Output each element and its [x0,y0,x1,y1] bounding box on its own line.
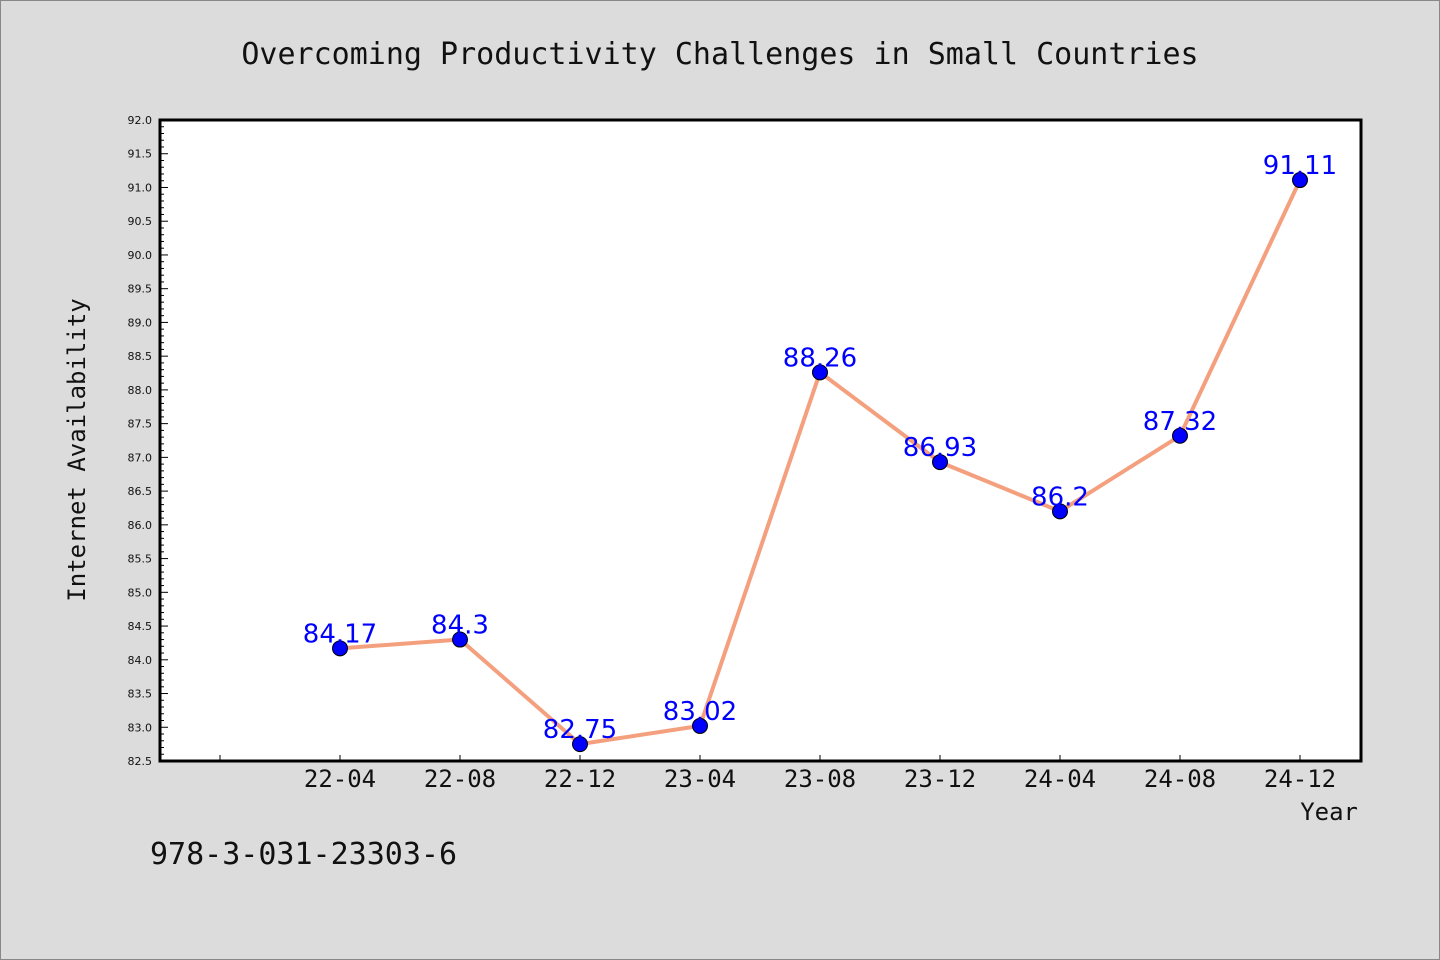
y-tick-label: 90.5 [128,215,153,228]
y-axis: 82.5 83.0 83.5 84.0 84.5 85.0 85.5 86.0 86.5 87.0… [128,114,168,768]
data-point [452,631,468,648]
chart-title: Overcoming Productivity Challenges in Sm… [241,37,1198,72]
data-label: 88.26 [783,343,857,373]
y-tick-label: 82.5 [128,755,153,768]
data-point [1052,503,1068,520]
data-point [332,640,348,657]
y-tick-label: 85.5 [128,553,153,566]
x-tick-label: 22-04 [304,765,376,793]
y-tick-label: 90.0 [128,249,153,262]
x-tick-label: 23-12 [904,765,976,793]
data-label: 86.93 [903,433,977,463]
y-tick-label: 83.0 [128,721,153,734]
y-tick-label: 89.5 [128,283,153,296]
data-label: 84.17 [303,619,377,649]
y-tick-label: 86.0 [128,519,153,532]
x-tick-label: 23-04 [664,765,736,793]
data-point [1172,427,1188,444]
y-tick-label: 84.5 [128,620,153,633]
data-point [812,364,828,381]
data-point [1292,172,1308,189]
y-tick-label: 84.0 [128,654,153,667]
data-label: 91.11 [1263,151,1337,181]
y-tick-label: 85.0 [128,586,153,599]
plot-area [158,118,1363,763]
x-tick-label: 22-12 [544,765,616,793]
data-label: 87.32 [1143,407,1217,437]
y-tick-label: 87.0 [128,451,153,464]
x-axis-title: Year [1300,798,1358,826]
data-point [572,736,588,753]
y-tick-label: 89.0 [128,316,153,329]
data-label: 84.3 [431,611,489,641]
x-tick-label: 24-08 [1144,765,1216,793]
y-tick-label: 88.5 [128,350,153,363]
x-tick-label: 23-08 [784,765,856,793]
y-tick-label: 91.5 [128,148,153,161]
x-tick-label: 22-08 [424,765,496,793]
y-tick-label: 83.5 [128,688,153,701]
x-tick-label: 24-04 [1024,765,1096,793]
y-axis-title: Internet Availability [63,298,91,601]
x-tick-label: 24-12 [1264,765,1336,793]
x-axis: 22-04 22-08 22-12 23-04 23-08 23-12 24-04 24-08… [219,755,1336,793]
y-tick-label: 88.0 [128,384,153,397]
data-label: 86.2 [1031,482,1089,512]
data-label: 82.75 [543,715,617,745]
y-tick-label: 87.5 [128,418,153,431]
footer-code: 978-3-031-23303-6 [150,837,457,872]
series-layer [332,172,1308,753]
data-labels: 84.17 84.3 82.75 83.02 88.26 86.93 86.2 87.32 91… [303,151,1337,745]
data-point [692,717,708,734]
data-point [932,454,948,471]
y-tick-label: 91.0 [128,181,153,194]
data-label: 83.02 [663,697,737,727]
y-tick-label: 86.5 [128,485,153,498]
y-tick-label: 92.0 [128,114,153,127]
